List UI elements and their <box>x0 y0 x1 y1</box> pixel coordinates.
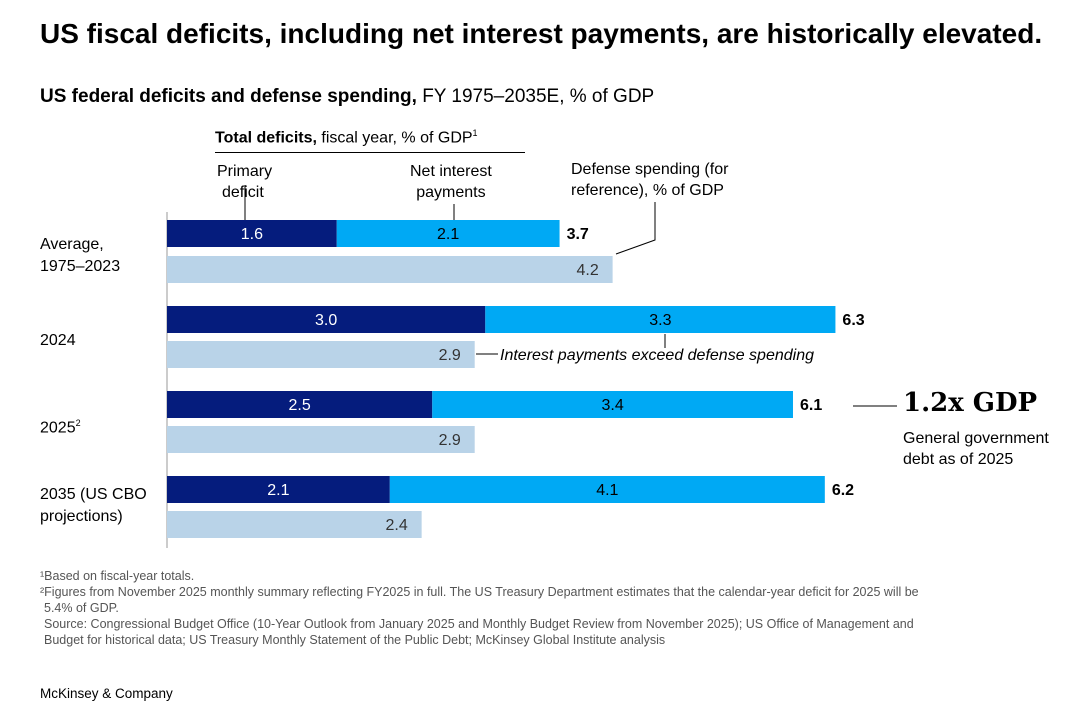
row-label-2035-line2: projections) <box>40 508 123 525</box>
bar-defense-2 <box>167 426 475 453</box>
bar-label-defense-0: 4.2 <box>576 262 598 279</box>
bar-defense-3 <box>167 511 422 538</box>
footnote-source-cont: Budget for historical data; US Treasury … <box>44 633 666 647</box>
row-label-2035-line1: 2035 (US CBO <box>40 486 147 503</box>
gdp-callout-value: 1.2x GDP <box>903 388 1038 418</box>
bar-label-primary-3: 2.1 <box>267 482 289 499</box>
footnote-1: ¹Based on fiscal-year totals. <box>40 569 195 583</box>
bar-interest-3 <box>389 476 825 503</box>
bar-label-defense-1: 2.9 <box>439 347 461 364</box>
gdp-callout-description: General government debt as of 2025 <box>903 430 1049 468</box>
bar-label-interest-0: 2.1 <box>437 226 459 243</box>
row-label-2025-text: 2025 <box>40 419 76 437</box>
row-label-average: Average, 1975–2023 <box>40 234 120 278</box>
annotation-interest-exceeds: Interest payments exceed defense spendin… <box>500 347 814 364</box>
legend-interest-line1: Net interest <box>410 163 492 180</box>
total-label-3: 6.2 <box>832 482 854 499</box>
bar-primary-3 <box>167 476 390 503</box>
bar-label-interest-2: 3.4 <box>601 397 623 414</box>
legend-rule <box>215 152 525 153</box>
bar-label-primary-2: 2.5 <box>289 397 311 414</box>
bar-label-primary-1: 3.0 <box>315 312 337 329</box>
row-label-2024-text: 2024 <box>40 332 76 349</box>
bar-interest-0 <box>336 220 560 247</box>
brand-footer: McKinsey & Company <box>40 686 173 701</box>
bar-primary-2 <box>167 391 433 418</box>
legend-defense-label: Defense spending (for reference), % of G… <box>571 159 728 201</box>
total-label-1: 6.3 <box>842 312 864 329</box>
row-label-2035: 2035 (US CBO projections) <box>40 484 147 528</box>
chart-subtitle: US federal deficits and defense spending… <box>40 86 654 108</box>
legend-title-bold: Total deficits, <box>215 129 317 147</box>
row-label-average-line2: 1975–2023 <box>40 258 121 275</box>
bar-defense-0 <box>167 256 613 283</box>
bar-interest-2 <box>432 391 793 418</box>
bar-primary-1 <box>167 306 486 333</box>
footnote-2: ²Figures from November 2025 monthly summ… <box>40 585 919 599</box>
bar-interest-1 <box>485 306 836 333</box>
bar-label-interest-1: 3.3 <box>649 312 671 329</box>
footnote-source: Source: Congressional Budget Office (10-… <box>44 617 914 631</box>
total-label-2: 6.1 <box>800 397 822 414</box>
chart-marks: 1.6 2.1 3.7 4.2 3.0 3.3 6.3 2.9 2.5 3.4 6.1 2.9 2.1 4… <box>167 220 865 538</box>
row-label-2025-sup: 2 <box>75 418 81 428</box>
headline: US fiscal deficits, including net intere… <box>40 18 1043 49</box>
bar-primary-0 <box>167 220 337 247</box>
footnote-2-cont: 5.4% of GDP. <box>44 601 119 615</box>
legend-interest-label: Net interest payments <box>410 161 492 203</box>
legend-title-rest: fiscal year, % of GDP <box>316 129 473 147</box>
bar-label-defense-3: 2.4 <box>386 517 408 534</box>
legend-interest-line2: payments <box>416 184 486 201</box>
legend-primary-label: Primary deficit <box>217 161 272 203</box>
bar-label-defense-2: 2.9 <box>439 432 461 449</box>
bar-label-interest-3: 4.1 <box>596 482 618 499</box>
subtitle-rest: FY 1975–2035E, % of GDP <box>416 86 655 107</box>
legend-defense-line2: reference), % of GDP <box>571 182 724 199</box>
legend-primary-line1: Primary <box>217 163 273 180</box>
bar-label-primary-0: 1.6 <box>241 226 263 243</box>
leader-defense <box>615 202 656 255</box>
bar-defense-1 <box>167 341 475 368</box>
row-label-2024: 2024 <box>40 330 76 352</box>
row-label-average-line1: Average, <box>40 236 104 253</box>
legend-title: Total deficits, fiscal year, % of GDP1 <box>215 128 478 147</box>
legend-primary-line2: deficit <box>222 184 264 201</box>
row-label-2025: 20252 <box>40 412 81 439</box>
legend-title-sup: 1 <box>472 128 478 138</box>
subtitle-bold: US federal deficits and defense spending… <box>40 86 417 107</box>
legend-defense-line1: Defense spending (for <box>571 161 729 178</box>
footnotes: ¹Based on fiscal-year totals. ²Figures f… <box>40 568 1040 648</box>
total-label-0: 3.7 <box>567 226 589 243</box>
